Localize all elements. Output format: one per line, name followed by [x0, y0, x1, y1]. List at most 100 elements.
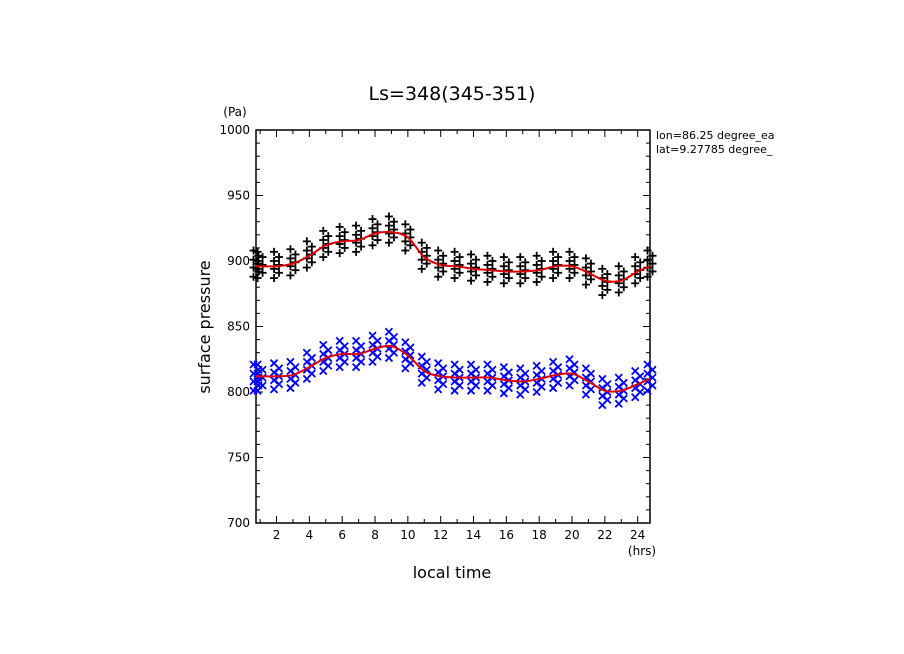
plus-marker	[384, 229, 393, 238]
plus-marker	[532, 251, 541, 260]
plus-marker	[401, 246, 410, 255]
y-tick-label: 1000	[219, 123, 250, 137]
plus-marker	[570, 268, 579, 277]
plus-marker	[614, 262, 623, 271]
plus-marker	[472, 271, 481, 280]
plus-marker	[302, 263, 311, 272]
plus-marker	[631, 279, 640, 288]
plus-marker	[614, 288, 623, 297]
plus-marker	[581, 254, 590, 263]
plus-marker	[286, 254, 295, 263]
plus-marker	[417, 255, 426, 264]
plus-marker	[516, 279, 525, 288]
plus-marker	[434, 255, 443, 264]
plus-marker	[467, 259, 476, 268]
x-tick-label: 4	[306, 528, 314, 542]
x-tick-label: 16	[499, 528, 514, 542]
x-unit-label: (hrs)	[628, 544, 656, 558]
plus-marker	[335, 232, 344, 241]
plus-marker	[521, 258, 530, 267]
plus-marker	[340, 228, 349, 237]
plus-marker	[352, 247, 361, 256]
cross-marker	[643, 360, 652, 369]
x-tick-label: 10	[400, 528, 415, 542]
plus-marker	[586, 259, 595, 268]
plus-marker	[554, 253, 563, 262]
y-tick-label: 900	[227, 254, 250, 268]
plus-marker	[275, 268, 284, 277]
plus-marker	[598, 281, 607, 290]
plus-marker	[450, 247, 459, 256]
plus-marker	[253, 247, 262, 256]
fit-line-1	[255, 230, 651, 283]
plus-marker	[352, 221, 361, 230]
plus-marker	[488, 264, 497, 273]
lat-annotation: lat=9.27785 degree_	[656, 143, 773, 156]
plus-marker	[249, 272, 258, 281]
cross-marker	[631, 366, 640, 376]
plus-marker	[643, 272, 652, 281]
plus-marker	[636, 258, 645, 267]
plus-marker	[401, 220, 410, 229]
plus-marker	[636, 274, 645, 283]
plus-marker	[434, 272, 443, 281]
plus-marker	[324, 247, 333, 256]
plus-marker	[467, 250, 476, 259]
plus-marker	[614, 271, 623, 280]
cross-marker	[548, 357, 558, 367]
plus-marker	[270, 257, 279, 265]
plus-marker	[455, 268, 464, 277]
plus-marker	[373, 236, 382, 245]
plus-marker	[439, 267, 448, 276]
plus-marker	[249, 263, 258, 272]
plus-marker	[291, 266, 300, 275]
x-axis-label: local time	[413, 563, 492, 582]
plus-marker	[389, 217, 398, 226]
plus-marker	[598, 264, 607, 273]
plus-marker	[516, 253, 525, 262]
plus-marker	[335, 249, 344, 258]
plus-marker	[368, 224, 377, 233]
plus-marker	[307, 242, 316, 251]
plus-marker	[302, 246, 311, 255]
lon-annotation: lon=86.25 degree_ea	[656, 129, 775, 142]
plus-marker	[270, 247, 279, 256]
plus-marker	[483, 260, 492, 269]
cross-marker	[417, 352, 426, 361]
plus-marker	[603, 270, 612, 279]
y-tick-label: 800	[227, 385, 250, 399]
plus-marker	[521, 266, 530, 275]
x-tick-label: 20	[564, 528, 579, 542]
plus-marker	[249, 255, 258, 264]
y-tick-label: 750	[227, 451, 250, 465]
plus-marker	[368, 215, 377, 224]
plus-marker	[406, 225, 415, 234]
plus-marker	[286, 271, 295, 280]
plus-marker	[504, 258, 513, 267]
plus-marker	[472, 255, 481, 264]
plus-marker	[570, 253, 579, 262]
plus-marker	[516, 262, 525, 271]
plus-marker	[389, 233, 398, 242]
plus-marker	[270, 274, 279, 283]
plus-marker	[417, 264, 426, 273]
y-tick-label: 950	[227, 189, 250, 203]
fit-line-2	[256, 344, 651, 393]
cross-marker	[401, 338, 410, 347]
plus-marker	[537, 272, 546, 281]
cross-marker	[302, 348, 311, 357]
cross-marker	[253, 360, 262, 369]
plus-marker	[384, 221, 393, 230]
cross-marker	[532, 361, 541, 370]
plus-marker	[422, 243, 431, 252]
plus-marker	[521, 274, 530, 283]
plus-marker	[401, 237, 410, 246]
cross-marker	[269, 359, 279, 368]
plot-frame	[255, 129, 651, 524]
plus-marker	[340, 243, 349, 252]
plus-marker	[565, 257, 574, 265]
plus-marker	[384, 212, 393, 221]
plus-marker	[472, 263, 481, 272]
cross-marker	[598, 374, 607, 384]
plus-marker	[335, 222, 344, 231]
